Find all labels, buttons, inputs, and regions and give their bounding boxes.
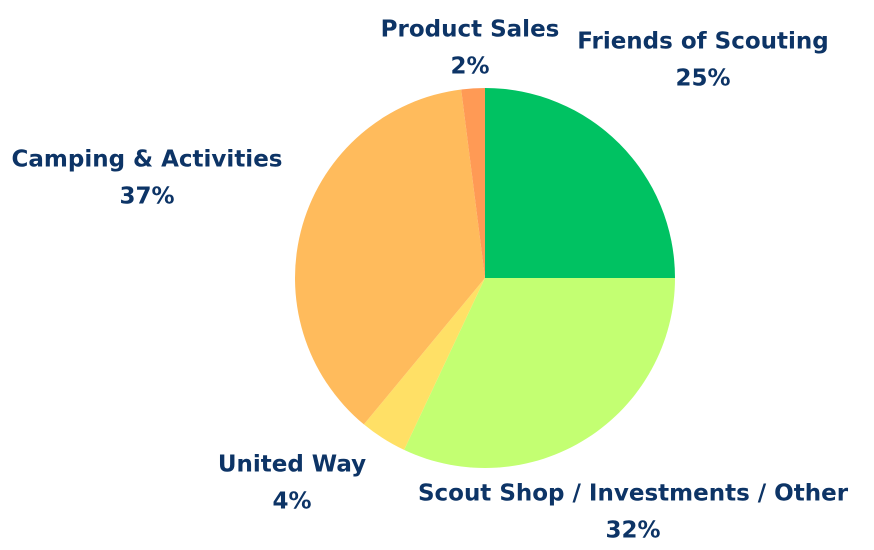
pie-slice (363, 278, 485, 450)
slice-value-label: 4% (272, 489, 311, 515)
pie-slice (404, 278, 675, 468)
pie-slice (461, 88, 485, 278)
pie-slice (485, 88, 675, 278)
slice-label: Friends of Scouting (577, 29, 829, 55)
slice-label: Product Sales (381, 17, 560, 43)
slice-label: Scout Shop / Investments / Other (418, 481, 849, 507)
slice-label: Camping & Activities (12, 147, 283, 173)
pie-slice (295, 89, 485, 425)
slice-value-label: 2% (450, 54, 489, 80)
slice-value-label: 37% (119, 184, 174, 210)
slice-value-label: 25% (675, 66, 730, 92)
slice-value-label: 32% (605, 518, 660, 544)
slice-label: United Way (218, 452, 366, 478)
